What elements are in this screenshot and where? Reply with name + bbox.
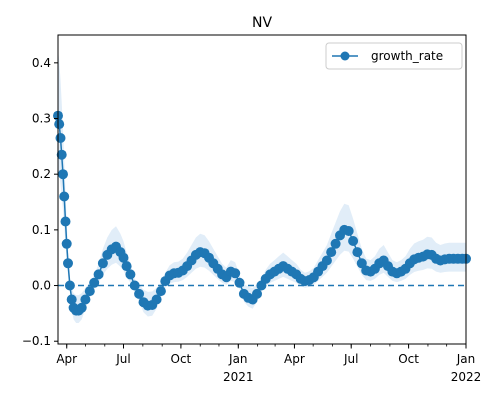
data-point xyxy=(321,255,332,266)
data-point xyxy=(121,261,132,272)
data-point xyxy=(84,286,95,297)
x-tick-label: Oct xyxy=(398,352,419,366)
legend-label: growth_rate xyxy=(371,49,443,63)
y-tick-label: 0.3 xyxy=(32,112,51,126)
axes-frame xyxy=(57,34,467,345)
data-point xyxy=(89,277,100,288)
data-point xyxy=(343,226,354,236)
data-point xyxy=(97,258,108,269)
data-point xyxy=(352,247,363,258)
confidence-band xyxy=(58,49,466,323)
data-point xyxy=(125,269,136,280)
data-point xyxy=(58,169,68,180)
x-tick-label: Jan xyxy=(456,352,476,366)
data-point xyxy=(61,238,72,249)
data-point xyxy=(118,252,129,263)
data-point xyxy=(93,269,104,280)
data-point xyxy=(76,302,87,313)
data-point xyxy=(55,133,66,143)
data-point xyxy=(155,286,166,297)
legend: growth_rate xyxy=(325,42,463,70)
x-tick-label: Jul xyxy=(343,352,358,366)
data-point xyxy=(134,288,145,299)
x-tick-label: Apr xyxy=(284,352,305,366)
x-tick-year-label: 2021 xyxy=(223,370,254,384)
y-tick-label: 0.4 xyxy=(32,56,51,70)
data-point xyxy=(129,280,140,291)
data-point xyxy=(66,294,77,305)
y-tick-label: 0.1 xyxy=(32,223,51,237)
y-tick-label: −0.1 xyxy=(22,334,51,348)
x-tick-label: Apr xyxy=(56,352,77,366)
axes: −0.1 0.0 0.1 0.2 0.3 0.4 Apr Jul Oct Jan 2021 Apr Ju… xyxy=(22,34,482,384)
data-point xyxy=(151,294,162,305)
data-point xyxy=(56,149,67,160)
data-point xyxy=(330,238,341,249)
data-point xyxy=(54,119,65,130)
data-point xyxy=(356,258,367,269)
y-tick-label: 0.0 xyxy=(32,279,51,293)
data-point xyxy=(234,277,245,288)
x-tick-year-label: 2022 xyxy=(451,370,482,384)
legend-marker-swatch xyxy=(340,51,350,61)
data-point xyxy=(63,258,73,269)
x-tick-label: Jan xyxy=(228,352,248,366)
data-point xyxy=(59,191,70,202)
x-tick-label: Oct xyxy=(171,352,192,366)
data-point xyxy=(64,280,75,291)
legend-box xyxy=(325,42,463,70)
data-point xyxy=(60,216,71,227)
data-point xyxy=(326,247,337,258)
chart-title: NV xyxy=(252,15,272,31)
x-tick-label: Jul xyxy=(115,352,130,366)
data-point xyxy=(252,288,262,299)
data-point xyxy=(230,268,241,279)
data-point xyxy=(348,236,359,246)
data-point xyxy=(80,294,91,305)
plot-area xyxy=(53,49,471,323)
y-tick-label: 0.2 xyxy=(32,167,51,181)
